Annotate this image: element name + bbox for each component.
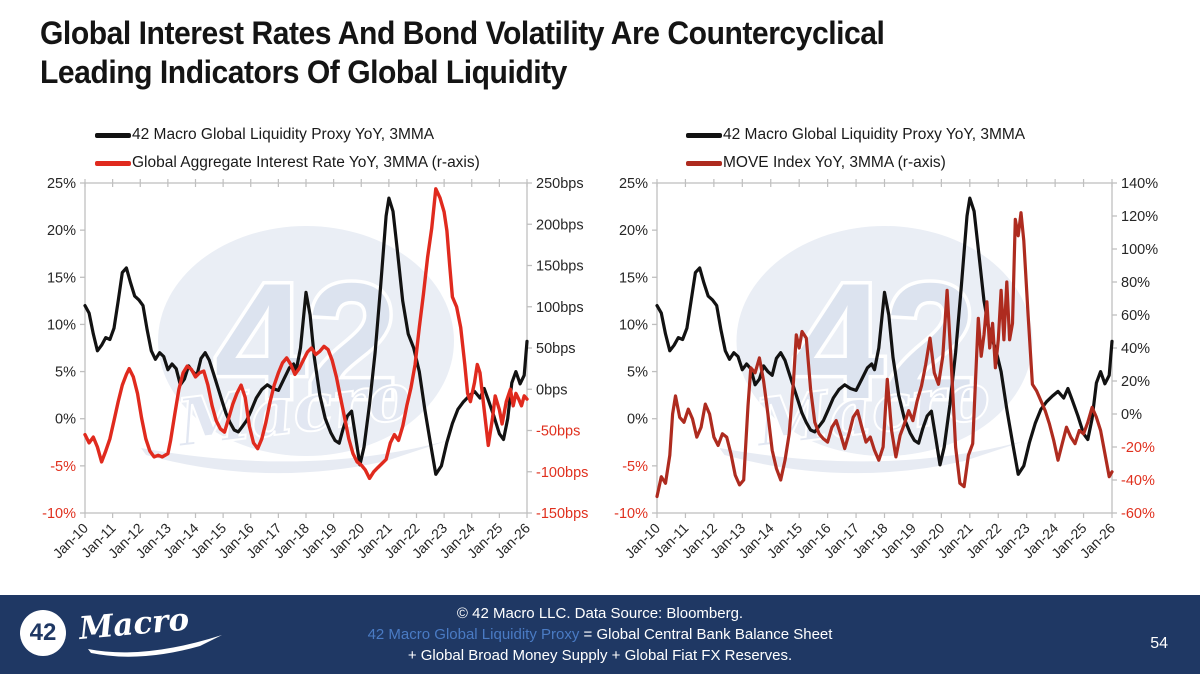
footer-liquidity-proxy-link[interactable]: 42 Macro Global Liquidity Proxy: [367, 626, 580, 643]
left-axis-tick-label: -10%: [614, 506, 648, 522]
right-axis-tick-label: 20%: [1121, 374, 1150, 390]
right-axis-tick-label: 40%: [1121, 341, 1150, 357]
right-axis-tick-label: -40%: [1121, 473, 1155, 489]
legend-label: 42 Macro Global Liquidity Proxy YoY, 3MM…: [723, 126, 1026, 143]
logo-script: Macro: [77, 605, 222, 657]
footer-line-2-rest: = Global Central Bank Balance Sheet: [579, 626, 833, 643]
left-axis-tick-label: 20%: [47, 223, 76, 239]
legend-row: 42 Macro Global Liquidity Proxy YoY, 3MM…: [95, 121, 480, 149]
right-axis-tick-label: 100%: [1121, 242, 1158, 258]
series-line-0: [655, 196, 1114, 476]
right-axis-tick-label: -100bps: [536, 465, 588, 481]
legend-label: MOVE Index YoY, 3MMA (r-axis): [723, 154, 946, 171]
left-axis-tick-label: 0%: [627, 412, 648, 428]
legend-row: 42 Macro Global Liquidity Proxy YoY, 3MM…: [686, 121, 1025, 149]
legend-row: MOVE Index YoY, 3MMA (r-axis): [686, 149, 1025, 177]
right-axis-tick-label: 100bps: [536, 300, 584, 316]
left-axis-tick-label: 20%: [619, 223, 648, 239]
legend-swatch: [95, 160, 131, 166]
right-axis-tick-label: -20%: [1121, 440, 1155, 456]
right-axis-tick-label: -150bps: [536, 506, 588, 522]
legend-swatch: [686, 160, 722, 166]
left-axis-tick-label: 15%: [47, 270, 76, 286]
footer-line-3: + Global Broad Money Supply + Global Fia…: [407, 647, 793, 664]
left-axis-tick-label: -5%: [622, 459, 648, 475]
right-axis-tick-label: 60%: [1121, 308, 1150, 324]
footer-line-2: 42 Macro Global Liquidity Proxy = Global…: [0, 624, 1200, 645]
left-axis-tick-label: 15%: [619, 270, 648, 286]
right-axis-tick-label: 120%: [1121, 209, 1158, 225]
legend-label: 42 Macro Global Liquidity Proxy YoY, 3MM…: [132, 126, 435, 143]
logo-swoosh: [88, 635, 222, 657]
right-axis-tick-label: 140%: [1121, 176, 1158, 192]
legend-label: Global Aggregate Interest Rate YoY, 3MMA…: [132, 154, 480, 171]
series-line-1: [83, 187, 529, 481]
left-axis-tick-label: -10%: [42, 506, 76, 522]
left-axis-tick-label: 0%: [55, 412, 76, 428]
right-axis-tick-label: -60%: [1121, 506, 1155, 522]
left-axis-tick-label: 10%: [47, 317, 76, 333]
brand-logo: 42 Macro: [20, 605, 234, 661]
right-axis-tick-label: 150bps: [536, 259, 584, 275]
right-axis-tick-label: 80%: [1121, 275, 1150, 291]
logo-number: 42: [29, 619, 57, 646]
right-axis-tick-label: 50bps: [536, 341, 576, 357]
left-axis-tick-label: 5%: [55, 365, 76, 381]
right-axis-tick-label: -50bps: [536, 424, 580, 440]
left-axis-tick-label: 10%: [619, 317, 648, 333]
footer-bar: 42 Macro © 42 Macro LLC. Data Source: Bl…: [0, 595, 1200, 674]
right-axis-tick-label: 0bps: [536, 382, 567, 398]
legend-row: Global Aggregate Interest Rate YoY, 3MMA…: [95, 149, 480, 177]
right-axis-tick-label: 250bps: [536, 176, 584, 192]
series-line-0: [83, 196, 529, 476]
left-axis-tick-label: 5%: [627, 365, 648, 381]
footer-line-1: © 42 Macro LLC. Data Source: Bloomberg.: [456, 605, 744, 622]
watermark-swoosh: [141, 441, 446, 474]
legend-swatch: [686, 132, 722, 138]
page-number: 54: [1150, 635, 1168, 652]
right-axis-tick-label: 200bps: [536, 217, 584, 233]
logo-42-circle: 42: [20, 610, 66, 656]
slide-title: Global Interest Rates And Bond Volatilit…: [40, 15, 885, 91]
legend-left-chart: 42 Macro Global Liquidity Proxy YoY, 3MM…: [95, 121, 480, 177]
watermark-swoosh: [719, 441, 1025, 474]
left-axis-tick-label: 25%: [47, 176, 76, 192]
series-line-1: [655, 211, 1114, 499]
left-axis-tick-label: -5%: [50, 459, 76, 475]
footer-text: © 42 Macro LLC. Data Source: Bloomberg. …: [0, 603, 1200, 666]
legend-right-chart: 42 Macro Global Liquidity Proxy YoY, 3MM…: [686, 121, 1025, 177]
left-axis-tick-label: 25%: [619, 176, 648, 192]
right-axis-tick-label: 0%: [1121, 407, 1142, 423]
legend-swatch: [95, 132, 131, 138]
